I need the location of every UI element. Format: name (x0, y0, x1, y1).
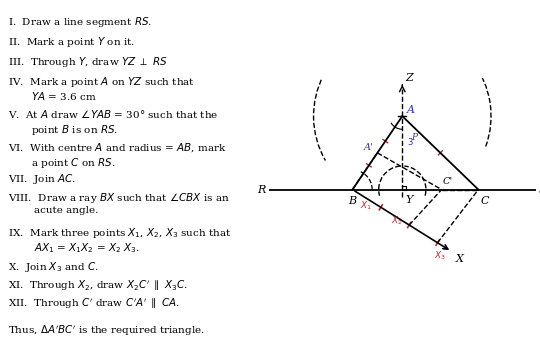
Text: IX.  Mark three points $X_1$, $X_2$, $X_3$ such that: IX. Mark three points $X_1$, $X_2$, $X_3… (8, 226, 232, 240)
Text: point $B$ is on $RS$.: point $B$ is on $RS$. (8, 123, 118, 137)
Text: S: S (539, 185, 540, 195)
Text: V.  At $A$ draw $\angle YAB$ = 30$\degree$ such that the: V. At $A$ draw $\angle YAB$ = 30$\degree… (8, 108, 219, 120)
Text: III.  Through $Y$, draw $YZ$ $\perp$ $RS$: III. Through $Y$, draw $YZ$ $\perp$ $RS$ (8, 55, 168, 69)
Text: $X_1$: $X_1$ (360, 200, 372, 212)
Text: $YA$ = 3.6 cm: $YA$ = 3.6 cm (8, 90, 97, 102)
Text: VIII.  Draw a ray $BX$ such that $\angle CBX$ is an: VIII. Draw a ray $BX$ such that $\angle … (8, 191, 230, 205)
Text: XII.  Through $C'$ draw $C'A'$ $\parallel$ $CA$.: XII. Through $C'$ draw $C'A'$ $\parallel… (8, 296, 180, 311)
Text: I.  Draw a line segment $RS$.: I. Draw a line segment $RS$. (8, 15, 152, 29)
Text: X.  Join $X_3$ and $C$.: X. Join $X_3$ and $C$. (8, 260, 99, 274)
Text: A: A (407, 105, 415, 115)
Text: IV.  Mark a point $A$ on $YZ$ such that: IV. Mark a point $A$ on $YZ$ such that (8, 75, 195, 89)
Text: $X_2$: $X_2$ (390, 215, 403, 227)
Text: C: C (481, 196, 489, 206)
Text: a point $C$ on $RS$.: a point $C$ on $RS$. (8, 156, 116, 170)
Text: 3: 3 (408, 138, 413, 147)
Text: X: X (456, 254, 463, 264)
Text: R: R (258, 185, 266, 195)
Text: Z: Z (405, 73, 413, 83)
Text: $X_3$: $X_3$ (434, 249, 446, 262)
Text: Y: Y (406, 195, 413, 205)
Text: $AX_1$ = $X_1X_2$ = $X_2$ $X_3$.: $AX_1$ = $X_1X_2$ = $X_2$ $X_3$. (8, 242, 140, 255)
Text: VII.  Join $AC$.: VII. Join $AC$. (8, 172, 76, 186)
Text: XI.  Through $X_2$, draw $X_2C'$ $\parallel$ $X_3C$.: XI. Through $X_2$, draw $X_2C'$ $\parall… (8, 278, 188, 292)
Text: acute angle.: acute angle. (8, 206, 98, 215)
Text: A': A' (364, 142, 374, 151)
Text: C': C' (443, 177, 453, 186)
Text: P: P (411, 133, 417, 142)
Text: Thus, $\Delta A'BC'$ is the required triangle.: Thus, $\Delta A'BC'$ is the required tri… (8, 324, 205, 338)
Text: B: B (348, 196, 356, 206)
Text: VI.  With centre $A$ and radius = $AB$, mark: VI. With centre $A$ and radius = $AB$, m… (8, 141, 227, 154)
Text: II.  Mark a point $Y$ on it.: II. Mark a point $Y$ on it. (8, 35, 135, 49)
